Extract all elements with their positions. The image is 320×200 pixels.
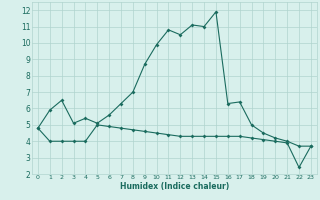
X-axis label: Humidex (Indice chaleur): Humidex (Indice chaleur): [120, 182, 229, 191]
